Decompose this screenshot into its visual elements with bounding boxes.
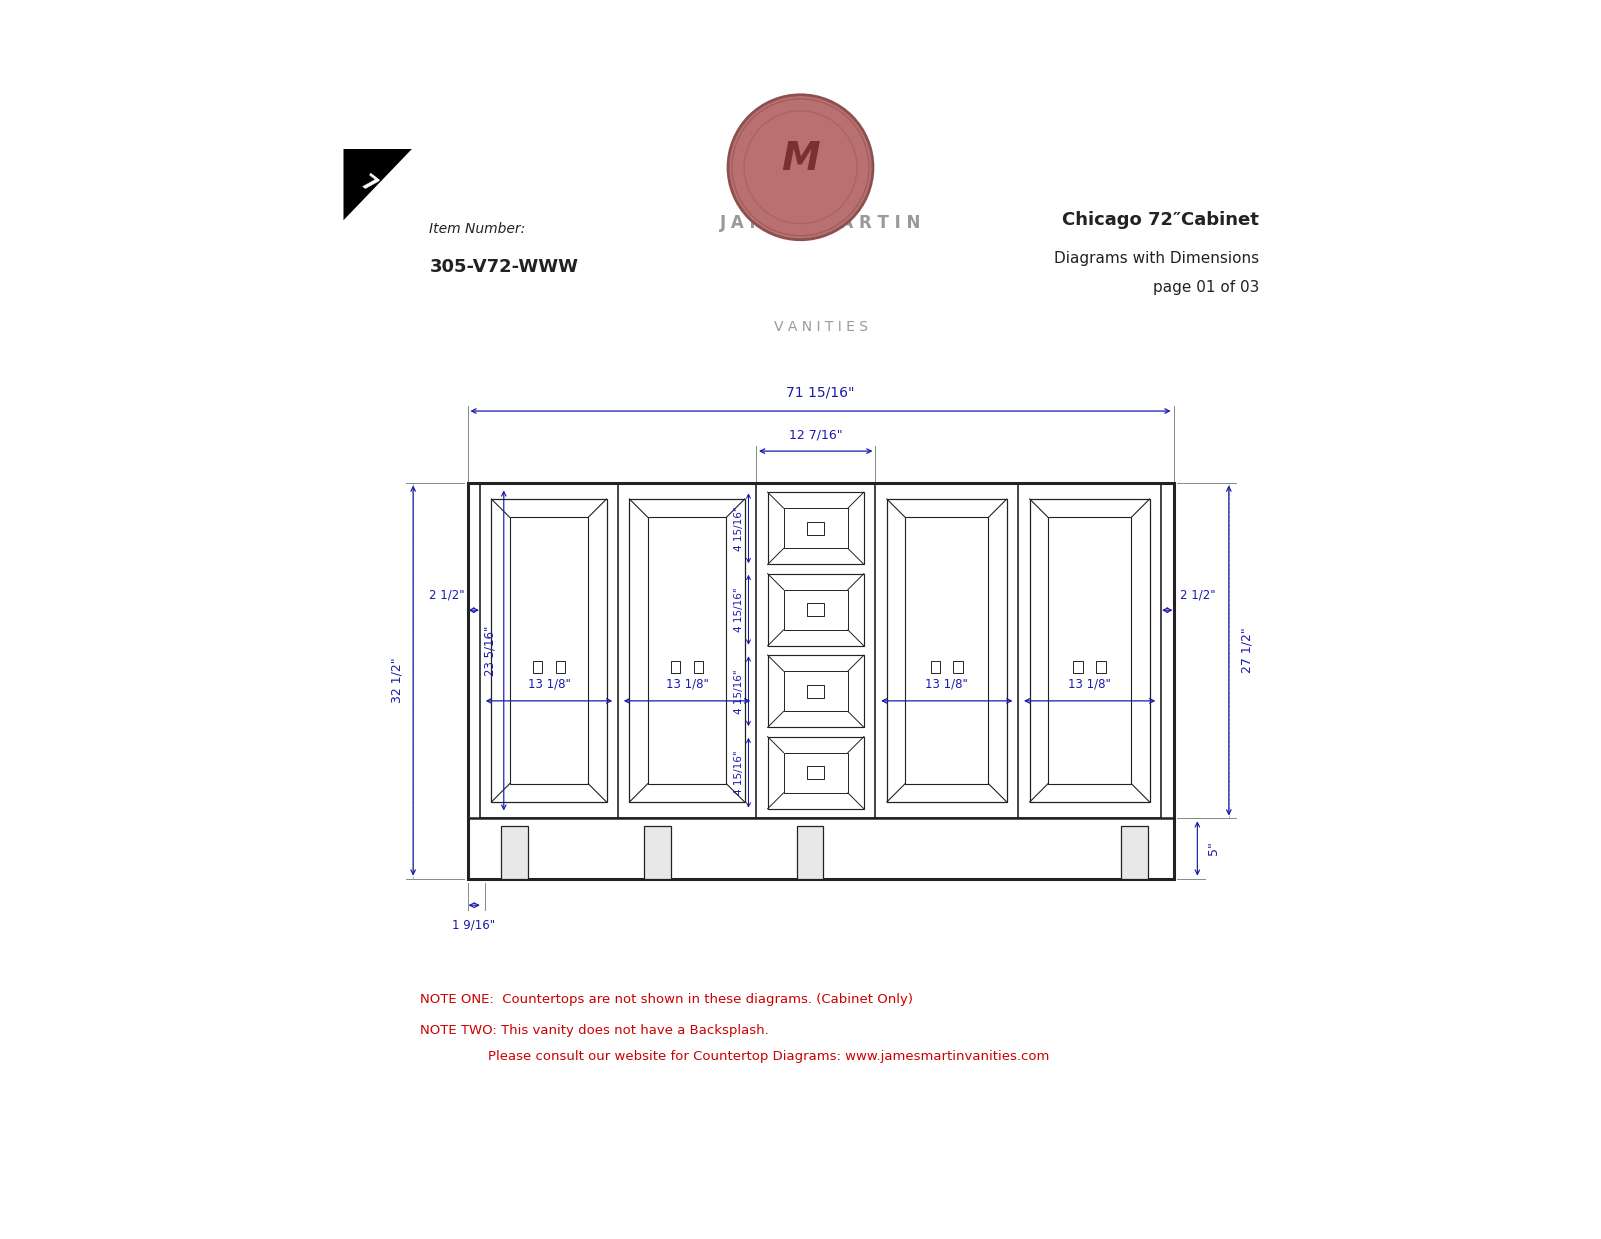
Bar (1049, 518, 1132, 784)
Polygon shape (344, 149, 411, 221)
Text: 12 7/16": 12 7/16" (789, 429, 842, 441)
Bar (905, 518, 988, 784)
Bar (467, 483, 1174, 878)
Bar (783, 590, 849, 629)
Text: 23 5/16": 23 5/16" (484, 626, 496, 675)
Text: J A M E S   M A R T I N: J A M E S M A R T I N (720, 213, 921, 232)
Text: page 01 of 03: page 01 of 03 (1153, 280, 1260, 295)
Bar (1073, 662, 1082, 673)
Bar (767, 736, 865, 809)
Text: Please consult our website for Countertop Diagrams: www.jamesmartinvanities.com: Please consult our website for Counterto… (419, 1051, 1049, 1063)
Text: 4 15/16": 4 15/16" (733, 751, 744, 795)
Bar (797, 826, 823, 878)
Circle shape (728, 95, 873, 239)
Text: 5": 5" (1207, 841, 1220, 855)
Bar (954, 662, 964, 673)
Bar (930, 662, 940, 673)
Bar (807, 522, 825, 535)
Bar (644, 826, 671, 878)
Bar (693, 662, 703, 673)
Text: 72": 72" (355, 172, 400, 213)
Bar (767, 574, 865, 646)
Text: 13 1/8": 13 1/8" (1068, 678, 1111, 690)
Text: NOTE TWO: This vanity does not have a Backsplash.: NOTE TWO: This vanity does not have a Ba… (419, 1023, 768, 1037)
Text: Diagrams with Dimensions: Diagrams with Dimensions (1053, 250, 1260, 265)
Text: 71 15/16": 71 15/16" (786, 385, 855, 400)
Bar (783, 508, 849, 549)
Bar (492, 499, 607, 802)
Text: Chicago 72″Cabinet: Chicago 72″Cabinet (1063, 211, 1260, 229)
Bar (1121, 826, 1148, 878)
Bar (480, 483, 1161, 819)
Bar (629, 499, 744, 802)
Text: 13 1/8": 13 1/8" (528, 678, 570, 690)
Bar (767, 492, 865, 565)
Text: 4 15/16": 4 15/16" (733, 506, 744, 550)
Bar (807, 603, 825, 617)
Text: 4 15/16": 4 15/16" (733, 587, 744, 632)
Text: 1 9/16": 1 9/16" (451, 918, 495, 932)
Text: M: M (781, 140, 820, 178)
Text: 2 1/2": 2 1/2" (429, 589, 464, 602)
Text: 4 15/16": 4 15/16" (733, 669, 744, 714)
Text: V A N I T I E S: V A N I T I E S (773, 321, 868, 335)
Text: 13 1/8": 13 1/8" (925, 678, 969, 690)
Text: 2 1/2": 2 1/2" (1180, 589, 1217, 602)
Bar (671, 662, 680, 673)
Text: 32 1/2": 32 1/2" (391, 658, 403, 704)
Bar (533, 662, 543, 673)
Text: 13 1/8": 13 1/8" (666, 678, 709, 690)
Bar (783, 672, 849, 711)
Bar (783, 752, 849, 793)
Bar (509, 518, 588, 784)
Bar (887, 499, 1007, 802)
Text: 27 1/2": 27 1/2" (1241, 628, 1254, 673)
Text: NOTE ONE:  Countertops are not shown in these diagrams. (Cabinet Only): NOTE ONE: Countertops are not shown in t… (419, 992, 913, 1006)
Bar (501, 826, 528, 878)
Bar (767, 655, 865, 727)
Text: 305-V72-WWW: 305-V72-WWW (429, 259, 578, 276)
Bar (1097, 662, 1106, 673)
Bar (1029, 499, 1150, 802)
Bar (648, 518, 727, 784)
Bar (807, 685, 825, 698)
Text: Item Number:: Item Number: (429, 222, 525, 237)
Bar (807, 766, 825, 779)
Bar (556, 662, 565, 673)
